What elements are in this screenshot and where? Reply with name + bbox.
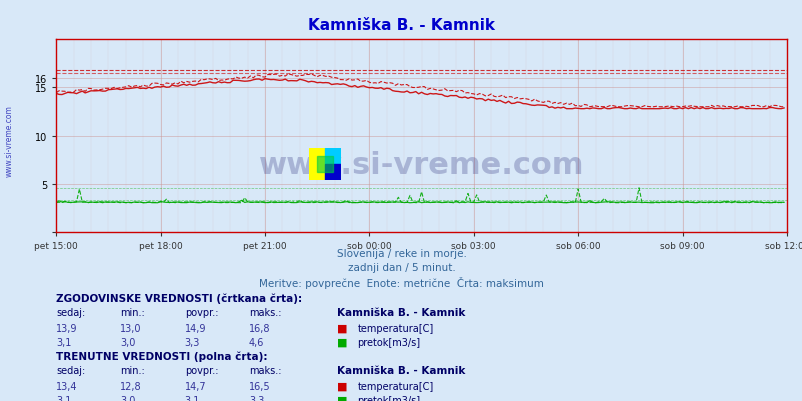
Text: www.si-vreme.com: www.si-vreme.com [5,105,14,176]
Text: min.:: min.: [120,365,145,375]
Text: min.:: min.: [120,307,145,317]
Text: sedaj:: sedaj: [56,365,85,375]
Text: Kamniška B. - Kamnik: Kamniška B. - Kamnik [308,18,494,33]
Text: Kamniška B. - Kamnik: Kamniška B. - Kamnik [337,307,465,317]
Text: TRENUTNE VREDNOSTI (polna črta):: TRENUTNE VREDNOSTI (polna črta): [56,351,267,361]
Text: ■: ■ [337,337,347,347]
Text: 14,7: 14,7 [184,381,206,391]
Text: sedaj:: sedaj: [56,307,85,317]
Text: 3,1: 3,1 [184,395,200,401]
Text: 16,8: 16,8 [249,323,270,333]
Text: povpr.:: povpr.: [184,307,218,317]
Text: 12,8: 12,8 [120,381,142,391]
Text: pretok[m3/s]: pretok[m3/s] [357,337,420,347]
Text: ■: ■ [337,395,347,401]
Bar [325,148,341,164]
Text: 3,1: 3,1 [56,395,71,401]
Text: 13,0: 13,0 [120,323,142,333]
Text: 16,5: 16,5 [249,381,270,391]
Text: www.si-vreme.com: www.si-vreme.com [258,151,584,180]
Text: Meritve: povprečne  Enote: metrične  Črta: maksimum: Meritve: povprečne Enote: metrične Črta:… [259,277,543,289]
Text: 3,3: 3,3 [249,395,264,401]
Text: 14,9: 14,9 [184,323,206,333]
Text: temperatura[C]: temperatura[C] [357,323,433,333]
Text: ■: ■ [337,381,347,391]
Text: zadnji dan / 5 minut.: zadnji dan / 5 minut. [347,263,455,273]
Text: ZGODOVINSKE VREDNOSTI (črtkana črta):: ZGODOVINSKE VREDNOSTI (črtkana črta): [56,293,302,303]
Text: pretok[m3/s]: pretok[m3/s] [357,395,420,401]
Text: 4,6: 4,6 [249,337,264,347]
Text: temperatura[C]: temperatura[C] [357,381,433,391]
Text: 3,0: 3,0 [120,395,136,401]
Text: 3,3: 3,3 [184,337,200,347]
Text: 13,4: 13,4 [56,381,78,391]
Text: maks.:: maks.: [249,365,281,375]
Text: 13,9: 13,9 [56,323,78,333]
Text: Slovenija / reke in morje.: Slovenija / reke in morje. [336,249,466,259]
Text: povpr.:: povpr.: [184,365,218,375]
Bar [325,164,341,180]
Text: maks.:: maks.: [249,307,281,317]
Text: ■: ■ [337,323,347,333]
Bar [309,148,325,180]
Text: 3,0: 3,0 [120,337,136,347]
Text: 3,1: 3,1 [56,337,71,347]
Bar [317,156,333,172]
Text: Kamniška B. - Kamnik: Kamniška B. - Kamnik [337,365,465,375]
